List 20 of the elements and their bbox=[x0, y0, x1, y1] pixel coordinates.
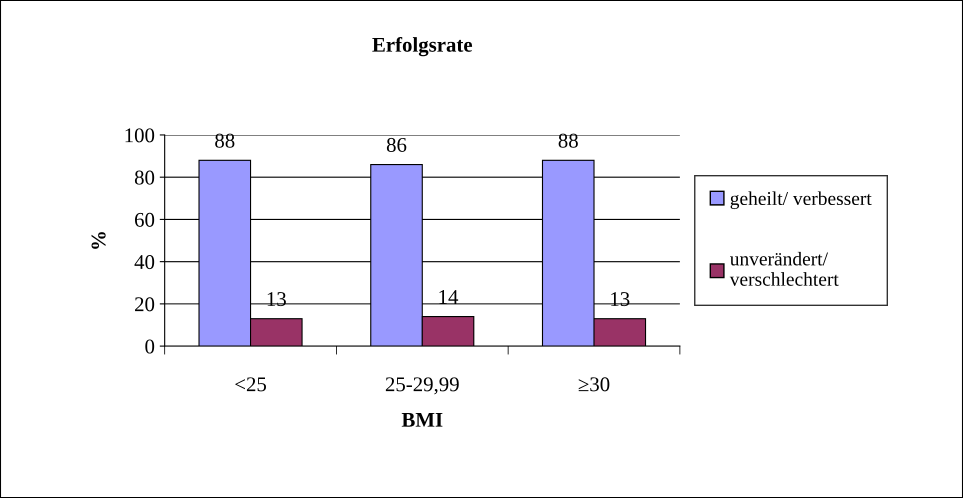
x-tick-label: <25 bbox=[235, 377, 266, 392]
data-label: 14 bbox=[439, 290, 458, 304]
data-label: 88 bbox=[215, 134, 234, 148]
data-label: 88 bbox=[558, 134, 578, 148]
chart-title: Erfolgsrate bbox=[372, 36, 472, 56]
y-tick-label: 40 bbox=[134, 255, 154, 270]
y-tick-label: 0 bbox=[145, 339, 154, 354]
data-label: 86 bbox=[386, 138, 406, 152]
x-tick-label: 25-29,99 bbox=[386, 377, 459, 394]
legend-label: geheilt/ verbessert bbox=[730, 191, 872, 210]
data-label: 13 bbox=[611, 292, 630, 306]
x-tick-label: ≥30 bbox=[578, 377, 610, 392]
y-tick-label: 100 bbox=[126, 128, 154, 142]
y-tick-label: 20 bbox=[135, 297, 154, 312]
y-axis-title: % bbox=[92, 232, 106, 249]
legend-label: unverändert/ verschlechtert bbox=[730, 252, 839, 286]
y-tick-label: 60 bbox=[135, 212, 154, 227]
y-tick-label: 80 bbox=[134, 170, 154, 185]
x-axis-title: BMI bbox=[402, 413, 442, 427]
data-label: 13 bbox=[268, 292, 286, 306]
